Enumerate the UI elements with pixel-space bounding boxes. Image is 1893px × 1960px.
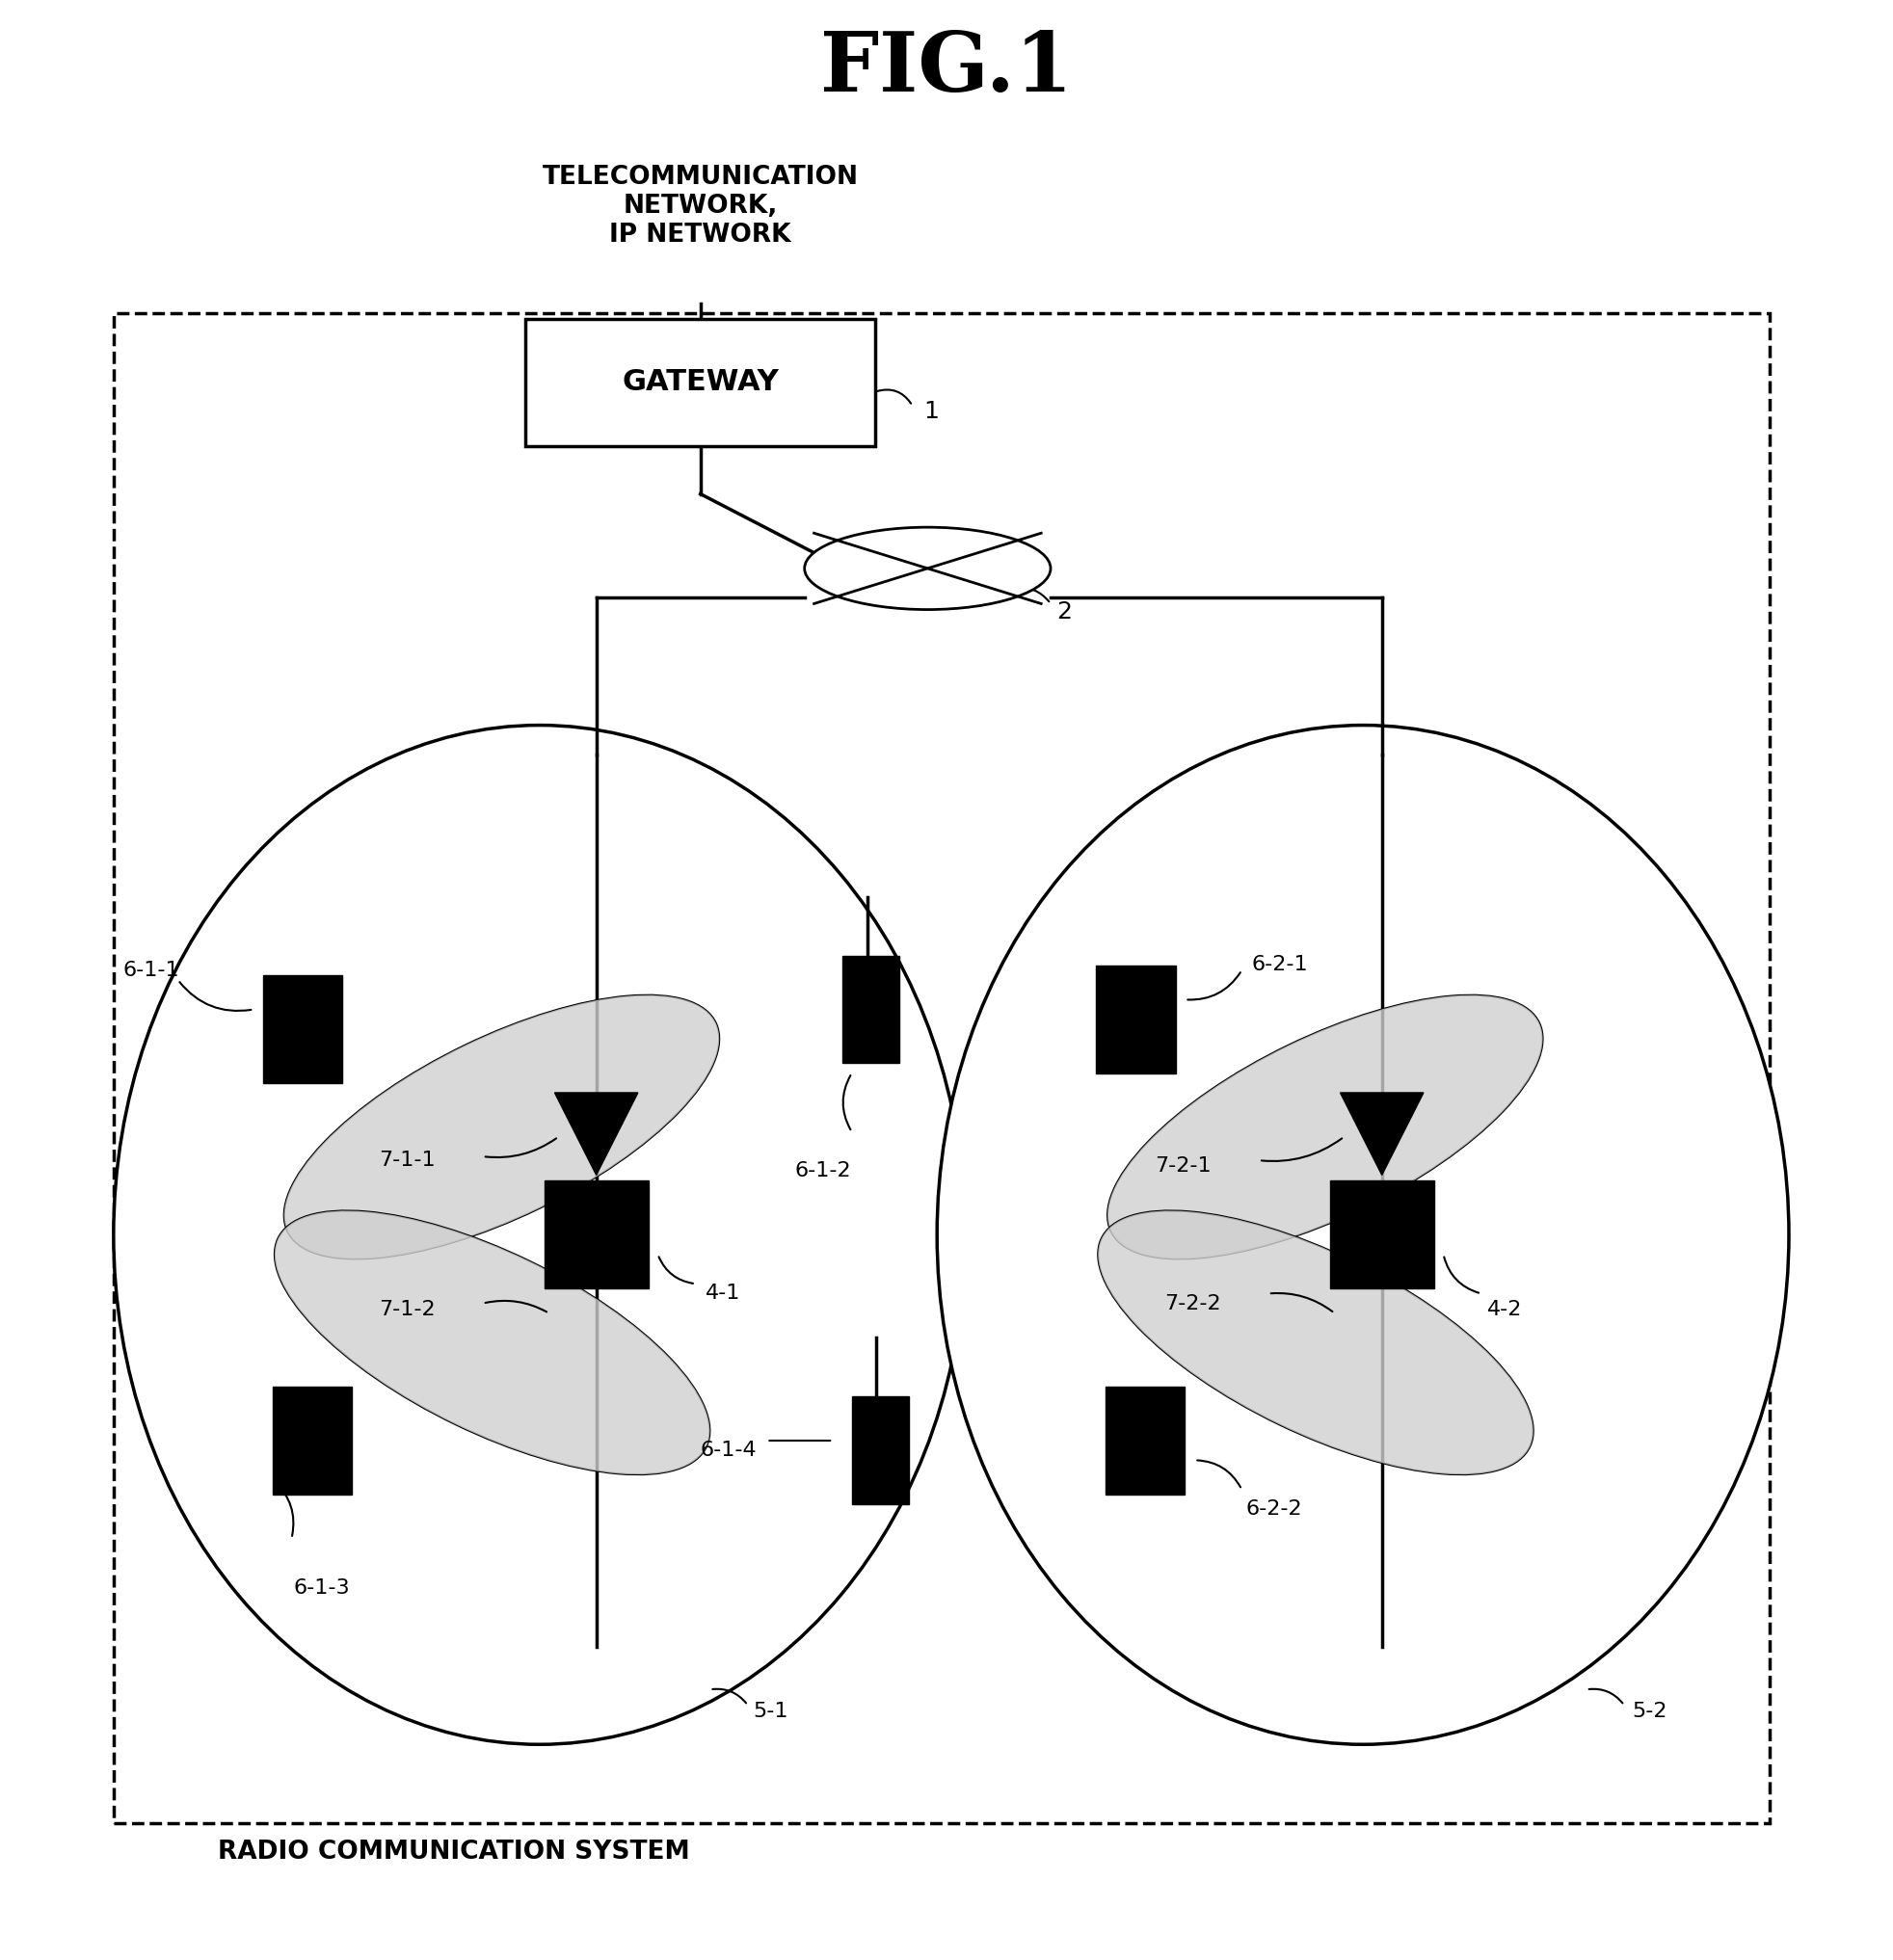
Text: 1: 1: [924, 400, 939, 423]
Text: RADIO COMMUNICATION SYSTEM: RADIO COMMUNICATION SYSTEM: [218, 1840, 689, 1864]
Text: GATEWAY: GATEWAY: [623, 368, 778, 396]
Text: 7-2-2: 7-2-2: [1164, 1294, 1221, 1313]
Ellipse shape: [1098, 1211, 1533, 1474]
Text: 6-1-3: 6-1-3: [293, 1578, 350, 1597]
Text: 6-2-2: 6-2-2: [1246, 1499, 1302, 1519]
FancyBboxPatch shape: [852, 1396, 909, 1505]
Text: 5-1: 5-1: [753, 1701, 789, 1721]
FancyBboxPatch shape: [1329, 1180, 1435, 1290]
FancyBboxPatch shape: [1106, 1388, 1185, 1494]
Polygon shape: [1340, 1094, 1424, 1174]
Text: 7-1-2: 7-1-2: [379, 1299, 435, 1319]
Text: 6-1-4: 6-1-4: [700, 1441, 757, 1460]
FancyBboxPatch shape: [263, 976, 343, 1082]
Polygon shape: [555, 1094, 638, 1174]
FancyBboxPatch shape: [1096, 966, 1176, 1074]
FancyBboxPatch shape: [524, 318, 875, 447]
Ellipse shape: [1107, 996, 1543, 1258]
Text: 4-1: 4-1: [706, 1284, 740, 1303]
Text: 6-1-2: 6-1-2: [795, 1162, 852, 1180]
Ellipse shape: [274, 1211, 710, 1474]
Text: 5-2: 5-2: [1632, 1701, 1668, 1721]
Text: FIG.1: FIG.1: [820, 27, 1073, 110]
Ellipse shape: [805, 527, 1051, 610]
Ellipse shape: [114, 725, 965, 1744]
Text: 7-2-1: 7-2-1: [1155, 1156, 1212, 1176]
Text: 6-2-1: 6-2-1: [1251, 955, 1308, 974]
FancyBboxPatch shape: [842, 956, 899, 1062]
Ellipse shape: [937, 725, 1789, 1744]
Ellipse shape: [284, 996, 719, 1258]
Text: 4-2: 4-2: [1486, 1299, 1522, 1319]
Text: 6-1-1: 6-1-1: [123, 960, 180, 980]
FancyBboxPatch shape: [273, 1388, 352, 1494]
FancyBboxPatch shape: [545, 1180, 647, 1290]
Text: 7-1-1: 7-1-1: [379, 1151, 435, 1170]
Text: TELECOMMUNICATION
NETWORK,
IP NETWORK: TELECOMMUNICATION NETWORK, IP NETWORK: [541, 165, 859, 247]
Text: 2: 2: [1056, 600, 1071, 623]
